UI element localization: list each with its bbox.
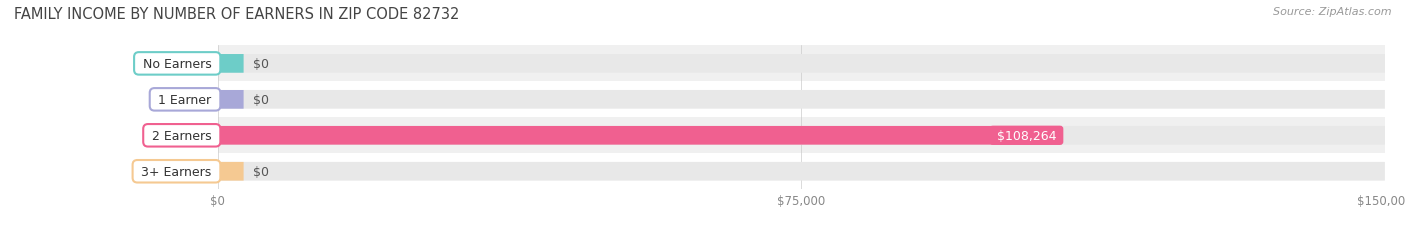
- FancyBboxPatch shape: [218, 55, 243, 73]
- FancyBboxPatch shape: [218, 91, 243, 109]
- Bar: [218, 82, 1385, 118]
- Text: $0: $0: [253, 165, 269, 178]
- Text: 2 Earners: 2 Earners: [148, 129, 215, 142]
- Text: 1 Earner: 1 Earner: [155, 93, 215, 106]
- Text: $108,264: $108,264: [993, 129, 1060, 142]
- FancyBboxPatch shape: [218, 162, 243, 181]
- Text: 3+ Earners: 3+ Earners: [138, 165, 215, 178]
- Text: $0: $0: [253, 93, 269, 106]
- FancyBboxPatch shape: [218, 91, 1385, 109]
- Text: $0: $0: [253, 58, 269, 71]
- Bar: [218, 118, 1385, 154]
- Text: FAMILY INCOME BY NUMBER OF EARNERS IN ZIP CODE 82732: FAMILY INCOME BY NUMBER OF EARNERS IN ZI…: [14, 7, 460, 22]
- Bar: [218, 154, 1385, 189]
- FancyBboxPatch shape: [218, 162, 1385, 181]
- Text: Source: ZipAtlas.com: Source: ZipAtlas.com: [1274, 7, 1392, 17]
- Text: No Earners: No Earners: [139, 58, 215, 71]
- Bar: [218, 46, 1385, 82]
- FancyBboxPatch shape: [218, 55, 1385, 73]
- FancyBboxPatch shape: [218, 126, 1060, 145]
- FancyBboxPatch shape: [218, 126, 1385, 145]
